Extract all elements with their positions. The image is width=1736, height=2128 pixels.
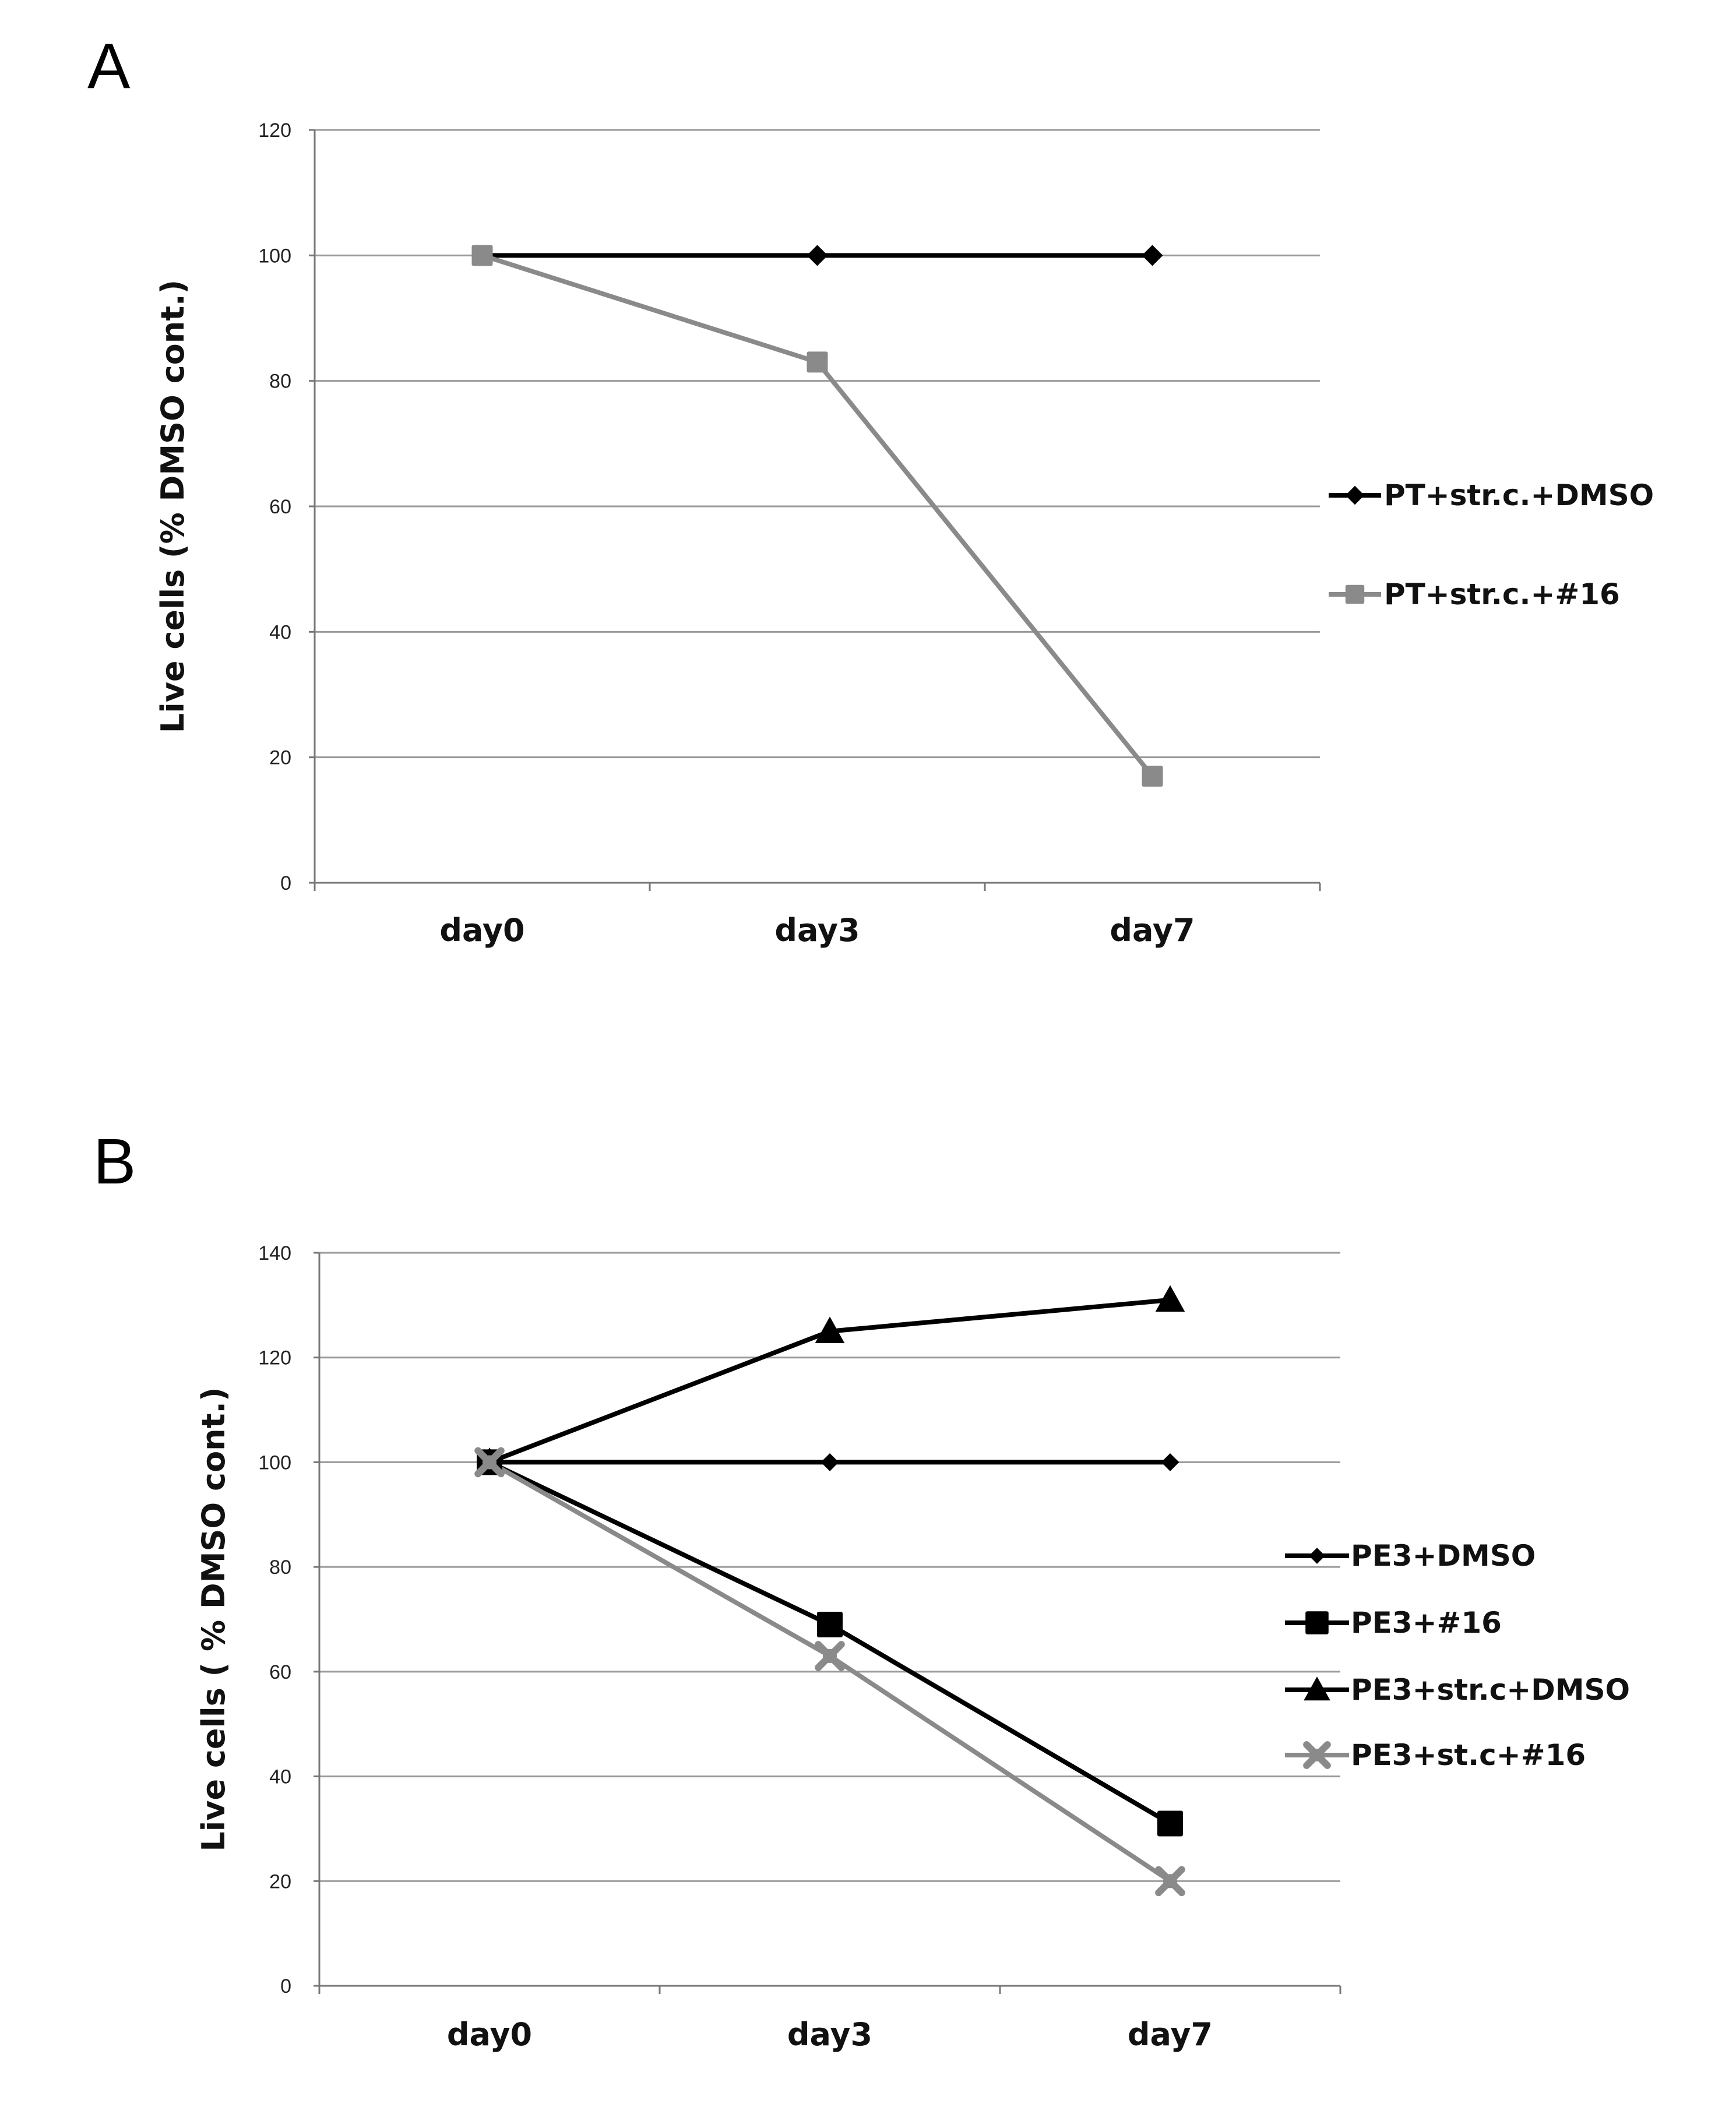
y-tick-label: 60 bbox=[269, 1661, 291, 1683]
data-point-s1-0 bbox=[471, 245, 493, 266]
series-line-1 bbox=[488, 1460, 1172, 1826]
y-tick-label: 40 bbox=[269, 1766, 291, 1788]
chart-b: 0 20 40 60 80 100 120 140 day0 day3 day7 Live cells… bbox=[195, 1242, 1630, 2053]
data-point-s1-2 bbox=[1157, 1810, 1183, 1837]
data-point-s0-1 bbox=[807, 245, 828, 266]
data-point-s1-1 bbox=[807, 351, 828, 373]
y-tick-label: 80 bbox=[269, 1556, 291, 1579]
legend-label: PE3+DMSO bbox=[1351, 1539, 1536, 1573]
data-point-s3-0-core bbox=[482, 1455, 497, 1470]
legend-marker bbox=[1305, 1611, 1329, 1634]
y-tick-label: 0 bbox=[280, 872, 291, 894]
y-tick-label: 60 bbox=[269, 496, 291, 518]
x-tick-label: day0 bbox=[447, 2016, 532, 2053]
y-tick-label: 120 bbox=[258, 1347, 291, 1369]
data-point-s2-2 bbox=[1155, 1285, 1185, 1312]
legend-marker-core bbox=[1311, 1749, 1323, 1761]
y-tick-label: 120 bbox=[258, 119, 291, 142]
x-tick-label: day7 bbox=[1110, 912, 1195, 949]
panel-label-b: B bbox=[93, 1126, 136, 1197]
data-point-s3-1-core bbox=[822, 1648, 837, 1663]
data-point-s1-1 bbox=[817, 1611, 843, 1637]
legend-label: PT+str.c.+DMSO bbox=[1384, 478, 1654, 512]
x-tick-label: day0 bbox=[439, 912, 524, 949]
legend-marker bbox=[1345, 584, 1365, 604]
y-tick-label: 100 bbox=[258, 1451, 291, 1474]
x-tick-label: day3 bbox=[787, 2016, 872, 2053]
legend-label: PT+str.c.+#16 bbox=[1384, 577, 1620, 611]
legend-marker bbox=[1304, 1676, 1330, 1701]
y-tick-label: 80 bbox=[269, 371, 291, 393]
y-axis-label: Live cells (% DMSO cont.) bbox=[154, 280, 191, 733]
data-point-s1-2 bbox=[1142, 765, 1163, 787]
y-tick-label: 140 bbox=[258, 1242, 291, 1264]
legend-label: PE3+#16 bbox=[1351, 1606, 1502, 1640]
y-tick-label: 40 bbox=[269, 621, 291, 643]
data-point-s3-2-core bbox=[1163, 1874, 1178, 1889]
y-tick-label: 0 bbox=[280, 1975, 291, 1997]
y-tick-label: 20 bbox=[269, 747, 291, 769]
data-point-s0-2 bbox=[1142, 245, 1163, 266]
x-tick-label: day7 bbox=[1128, 2016, 1213, 2053]
y-axis-label: Live cells ( % DMSO cont.) bbox=[195, 1387, 232, 1851]
legend-marker bbox=[1345, 485, 1365, 505]
x-tick-label: day3 bbox=[774, 912, 860, 949]
panel-label-a: A bbox=[87, 30, 131, 102]
legend-label: PE3+str.c+DMSO bbox=[1351, 1673, 1630, 1707]
data-point-s0-2 bbox=[1161, 1453, 1179, 1471]
y-tick-label: 100 bbox=[258, 245, 291, 267]
y-tick-label: 20 bbox=[269, 1870, 291, 1893]
chart-a: 0 20 40 60 80 100 120 day0 day3 day7 Live cells (%… bbox=[154, 119, 1654, 949]
series-line-1 bbox=[481, 253, 1154, 778]
data-point-s2-1 bbox=[815, 1316, 845, 1344]
data-point-s0-1 bbox=[821, 1453, 839, 1471]
legend-marker bbox=[1309, 1548, 1325, 1564]
legend-label: PE3+st.c+#16 bbox=[1351, 1738, 1586, 1772]
